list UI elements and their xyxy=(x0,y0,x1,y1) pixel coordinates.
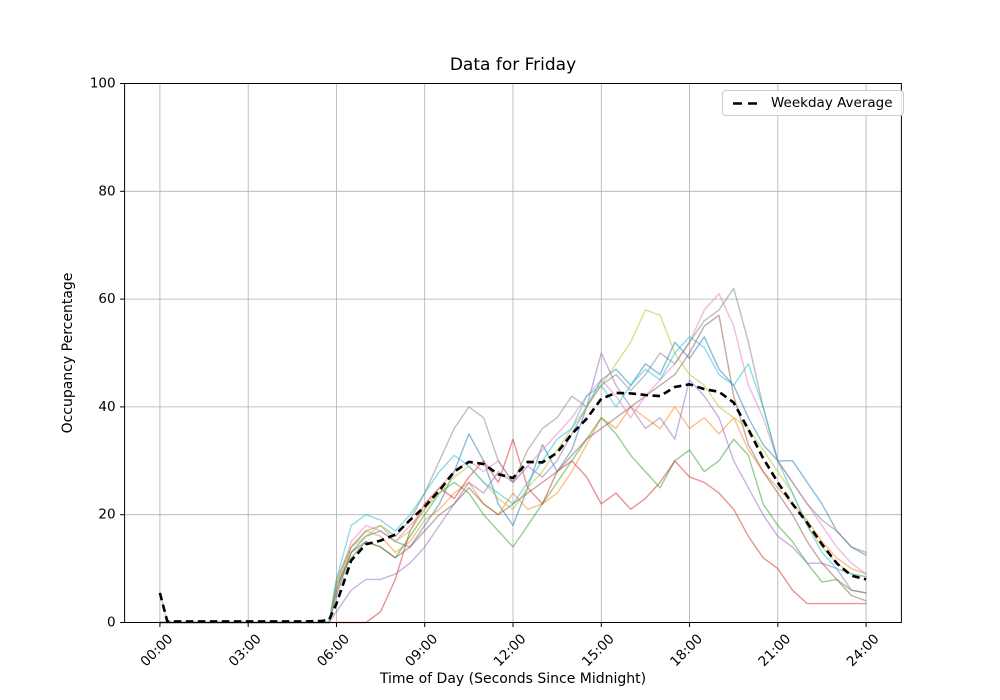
average-line xyxy=(158,382,867,623)
x-tick-label: 12:00 xyxy=(491,631,530,670)
y-tick-label: 0 xyxy=(107,615,116,631)
legend: Weekday Average xyxy=(722,90,904,116)
x-tick-labels: 00:00 03:00 06:00 09:00 12:00 15:00 18:00 21:00… xyxy=(137,631,882,670)
y-axis-label: Occupancy Percentage xyxy=(60,272,76,434)
x-tick-label: 00:00 xyxy=(137,631,176,670)
x-tick-label: 09:00 xyxy=(402,631,441,670)
y-tick-label: 20 xyxy=(98,507,115,523)
x-tick-label: 06:00 xyxy=(314,631,353,670)
y-tick-labels: 0 20 40 60 80 100 xyxy=(90,76,116,631)
y-tick-label: 60 xyxy=(98,291,115,307)
y-tick-label: 100 xyxy=(90,76,116,92)
y-tick-label: 40 xyxy=(98,399,115,415)
legend-label: Weekday Average xyxy=(771,95,893,111)
x-tick-label: 18:00 xyxy=(667,631,706,670)
chart-title: Data for Friday xyxy=(449,55,577,75)
x-axis-label: Time of Day (Seconds Since Midnight) xyxy=(379,671,647,687)
x-tick-label: 15:00 xyxy=(579,631,618,670)
x-tick-label: 03:00 xyxy=(226,631,265,670)
x-tick-label: 24:00 xyxy=(844,631,883,670)
legend-dashed-line-icon xyxy=(733,101,761,105)
y-tick-label: 80 xyxy=(98,183,115,199)
x-tick-label: 21:00 xyxy=(755,631,794,670)
tick-marks xyxy=(120,83,867,627)
